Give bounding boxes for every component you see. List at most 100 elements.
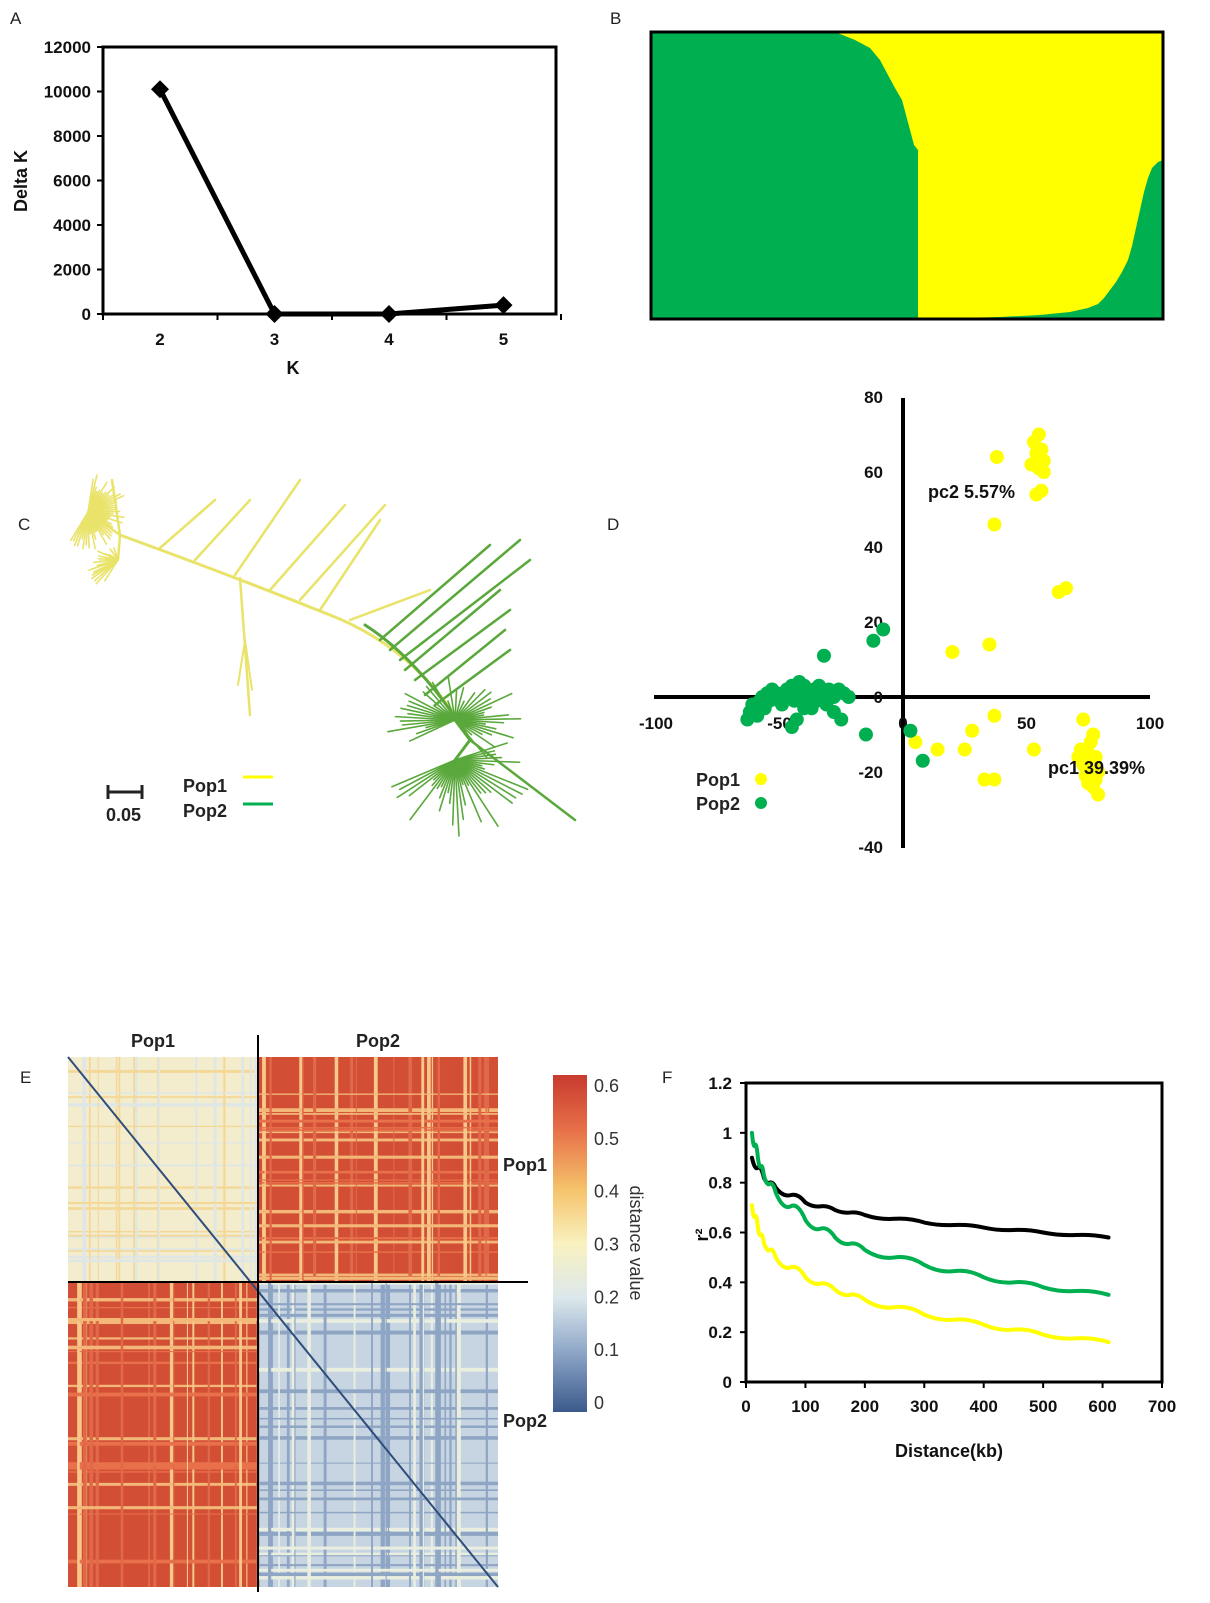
heatmap-stripe xyxy=(456,1282,461,1587)
panel-f-x-tick-label: 400 xyxy=(970,1397,998,1416)
heatmap-stripe xyxy=(68,1392,258,1397)
panel-a-y-tick-label: 0 xyxy=(82,305,91,324)
heatmap-stripe xyxy=(286,1282,290,1587)
panel-label-a: A xyxy=(10,9,22,28)
pca-legend-pop2-label: Pop2 xyxy=(696,794,740,814)
heatmap-stripe xyxy=(258,1417,498,1420)
heatmap-stripe xyxy=(207,1282,210,1587)
heatmap-stripe xyxy=(249,1057,252,1282)
heatmap-stripe xyxy=(82,1057,86,1282)
tree-branch xyxy=(454,759,529,791)
panel-a-x-axis-label: K xyxy=(287,358,300,378)
tree-branch xyxy=(298,503,387,602)
heatmap-stripe xyxy=(258,1489,498,1491)
heatmap-stripe xyxy=(435,1282,439,1587)
panel-f-x-axis-label: Distance(kb) xyxy=(895,1441,1003,1461)
heatmap-row-label-pop1: Pop1 xyxy=(503,1155,547,1175)
heatmap-stripe xyxy=(79,1282,82,1587)
tree-branch xyxy=(413,608,512,682)
tree-branch xyxy=(268,503,347,592)
heatmap-stripe xyxy=(68,1259,258,1263)
heatmap-stripe xyxy=(444,1282,447,1587)
panel-label-d: D xyxy=(607,515,619,534)
heatmap-stripe xyxy=(387,1282,390,1587)
heatmap-stripe xyxy=(485,1057,487,1282)
heatmap-stripe xyxy=(89,1282,92,1587)
heatmap-stripe xyxy=(258,1240,498,1244)
panel-f-y-tick-label: 1 xyxy=(723,1124,732,1143)
tree-branch xyxy=(454,719,514,739)
pca-legend-pop1-marker xyxy=(755,773,767,785)
heatmap-stripe xyxy=(148,1282,150,1587)
panel-a-y-tick-label: 2000 xyxy=(53,261,91,280)
tree-branch xyxy=(403,588,502,672)
panel-label-c: C xyxy=(18,515,30,534)
heatmap-stripe xyxy=(449,1282,452,1587)
tree-branch xyxy=(447,675,456,721)
colorbar-tick-label: 0.3 xyxy=(594,1235,619,1255)
heatmap-stripe xyxy=(68,1142,258,1144)
tree-branch xyxy=(454,759,465,821)
heatmap-stripe xyxy=(258,1282,498,1285)
panel-a-y-tick-label: 12000 xyxy=(44,38,91,57)
pca-y-tick-label: 80 xyxy=(864,388,883,407)
colorbar-label: distance value xyxy=(626,1185,646,1300)
panel-a-x-tick-label: 3 xyxy=(270,330,279,349)
panel-f-y-tick-label: 0.8 xyxy=(708,1174,732,1193)
heatmap-stripe xyxy=(258,1313,498,1317)
heatmap-stripe xyxy=(90,1282,94,1587)
panel-f-y-tick-label: 0.4 xyxy=(708,1273,732,1292)
pca-point-pop2 xyxy=(841,690,856,704)
colorbar-tick-label: 0.2 xyxy=(594,1287,619,1307)
tree-branch xyxy=(233,478,302,577)
pca-x-tick-label: -100 xyxy=(639,714,673,733)
tree-legend-pop1-label: Pop1 xyxy=(183,776,227,796)
heatmap-stripe xyxy=(258,1568,498,1572)
heatmap-stripe xyxy=(258,1330,498,1333)
heatmap-stripe xyxy=(258,1389,498,1394)
panel-a-y-tick-label: 8000 xyxy=(53,127,91,146)
tree-branch xyxy=(398,759,456,791)
heatmap-stripe xyxy=(68,1250,258,1252)
colorbar-tick-label: 0 xyxy=(594,1393,604,1413)
tree-branch xyxy=(431,681,456,721)
colorbar-tick-label: 0.6 xyxy=(594,1076,619,1096)
pca-point-pop2 xyxy=(876,622,891,637)
tree-branch xyxy=(454,759,460,837)
heatmap-stripe xyxy=(68,1462,258,1466)
pca-x-tick-label: 50 xyxy=(1017,714,1036,733)
heatmap-stripe xyxy=(258,1481,498,1486)
heatmap-stripe xyxy=(258,1155,498,1159)
tree-branch xyxy=(454,698,491,721)
heatmap-stripe xyxy=(68,1317,258,1322)
pca-point-pop1 xyxy=(1026,742,1041,757)
pca-point-pop1 xyxy=(908,735,923,749)
panel-f-y-tick-label: 0 xyxy=(723,1373,732,1392)
tree-branch xyxy=(408,759,456,797)
tree-branch xyxy=(193,498,252,562)
heatmap-stripe xyxy=(258,1273,498,1277)
heatmap-stripe xyxy=(373,1057,378,1282)
heatmap-stripe xyxy=(258,1564,498,1567)
pca-y-tick-label: 40 xyxy=(864,538,883,557)
heatmap-stripe xyxy=(68,1201,258,1205)
scale-bar xyxy=(106,785,144,799)
heatmap-stripe xyxy=(68,1513,258,1515)
panel-f-y-tick-label: 0.6 xyxy=(708,1224,732,1243)
heatmap-stripe xyxy=(68,1559,258,1564)
heatmap-stripe xyxy=(68,1096,258,1099)
heatmap-diagonal xyxy=(67,1056,499,1588)
heatmap-stripe xyxy=(264,1057,266,1282)
heatmap-stripe xyxy=(68,1298,258,1302)
heatmap-stripe xyxy=(213,1057,217,1282)
pca-point-pop1 xyxy=(1086,727,1101,742)
heatmap-col-label-pop2: Pop2 xyxy=(356,1031,400,1051)
heatmap-stripe xyxy=(258,1367,498,1372)
heatmap-stripe xyxy=(68,1248,258,1250)
tree-branch xyxy=(378,543,492,642)
pca-point-pop1 xyxy=(1076,757,1091,772)
heatmap-stripe xyxy=(234,1282,237,1587)
heatmap-stripe xyxy=(192,1282,195,1587)
tree-branch xyxy=(454,691,492,721)
heatmap-stripe xyxy=(68,1230,258,1233)
